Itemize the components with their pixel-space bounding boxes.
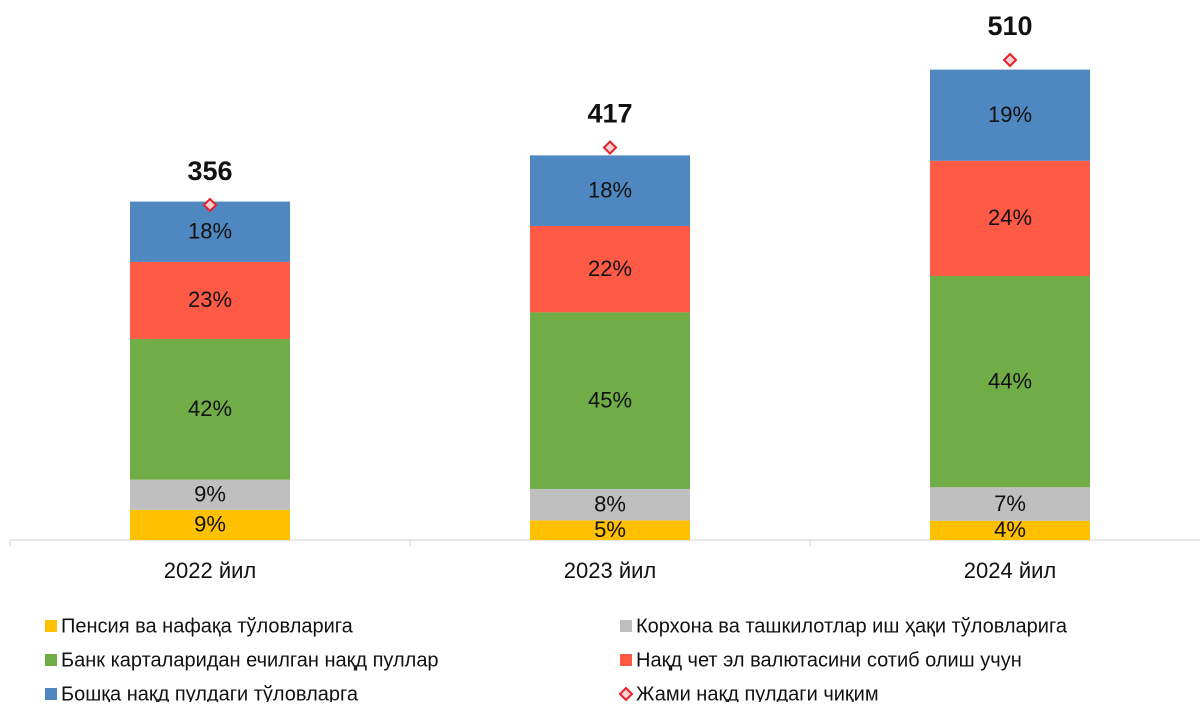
legend-swatch — [45, 688, 57, 700]
bar-segment — [930, 487, 1090, 521]
segment-label: 4% — [994, 517, 1026, 542]
bar-segment — [130, 261, 290, 339]
segment-label: 7% — [994, 491, 1026, 516]
segment-label: 42% — [188, 396, 232, 421]
segment-label: 23% — [188, 287, 232, 312]
bar-segment — [930, 160, 1090, 276]
bar-segment — [530, 312, 690, 489]
segment-label: 18% — [188, 219, 232, 244]
x-tick-label: 2024 йил — [964, 558, 1056, 583]
legend-swatch — [620, 620, 632, 632]
total-label: 510 — [987, 11, 1032, 41]
legend-swatch — [620, 654, 632, 666]
bar-segment — [530, 155, 690, 227]
legend-label: Банк карталаридан ечилган нақд пуллар — [61, 649, 439, 671]
bar-segment — [530, 488, 690, 521]
segment-label: 5% — [594, 517, 626, 542]
x-tick-label: 2023 йил — [564, 558, 656, 583]
bar-segment — [530, 520, 690, 540]
segment-label: 45% — [588, 387, 632, 412]
legend-swatch — [45, 620, 57, 632]
segment-label: 22% — [588, 256, 632, 281]
x-tick-label: 2022 йил — [164, 558, 256, 583]
legend-label: Пенсия ва нафақа тўловларига — [61, 615, 354, 637]
total-marker — [202, 197, 218, 213]
segment-label: 8% — [594, 491, 626, 516]
total-marker — [1002, 52, 1018, 68]
total-marker — [602, 140, 618, 155]
total-label: 417 — [587, 99, 632, 129]
bar-segment — [930, 276, 1090, 488]
segment-label: 19% — [988, 102, 1032, 127]
legend-swatch — [618, 686, 634, 702]
legend-swatch — [45, 654, 57, 666]
legend-label: Жами нақд пулдаги чиқим — [636, 683, 879, 702]
legend-label: Корхона ва ташкилотлар иш ҳақи тўловлари… — [636, 615, 1068, 637]
bar-segment — [130, 509, 290, 540]
segment-label: 24% — [988, 205, 1032, 230]
bar-segment — [130, 338, 290, 480]
bar-segment — [930, 69, 1090, 161]
legend-label: Бошқа нақд пулдаги тўловларга — [61, 683, 359, 702]
bar-segment — [130, 479, 290, 510]
segment-label: 9% — [194, 512, 226, 537]
legend-label: Нақд чет эл валютасини сотиб олиш учун — [636, 649, 1022, 671]
bar-segment — [930, 520, 1090, 540]
bar-segment — [530, 226, 690, 313]
total-label: 356 — [187, 156, 232, 186]
segment-label: 44% — [988, 368, 1032, 393]
segment-label: 9% — [194, 482, 226, 507]
segment-label: 18% — [588, 178, 632, 203]
